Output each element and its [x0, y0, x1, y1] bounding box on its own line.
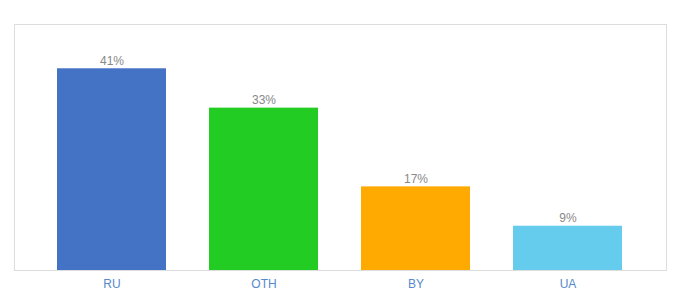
svg-text:41%: 41% — [100, 54, 124, 68]
svg-text:33%: 33% — [252, 93, 276, 107]
svg-text:BY: BY — [408, 277, 424, 291]
svg-text:17%: 17% — [404, 172, 428, 186]
svg-text:UA: UA — [560, 277, 577, 291]
svg-text:OTH: OTH — [251, 277, 276, 291]
svg-text:9%: 9% — [559, 211, 577, 225]
svg-text:RU: RU — [103, 277, 120, 291]
